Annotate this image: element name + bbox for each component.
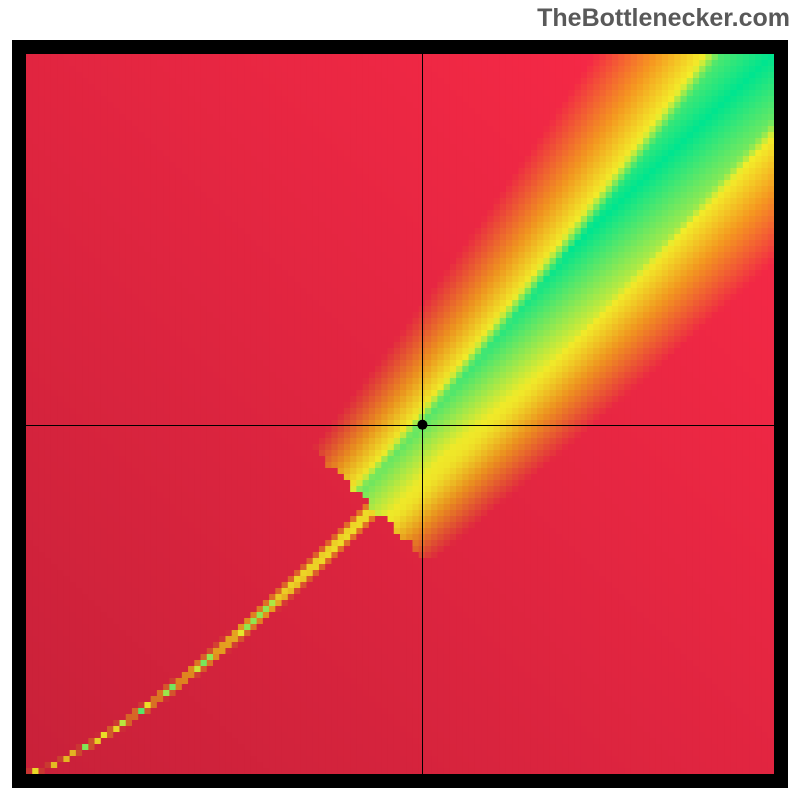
bottleneck-heatmap [0, 0, 800, 800]
chart-container: TheBottlenecker.com [0, 0, 800, 800]
watermark-text: TheBottlenecker.com [537, 4, 790, 33]
